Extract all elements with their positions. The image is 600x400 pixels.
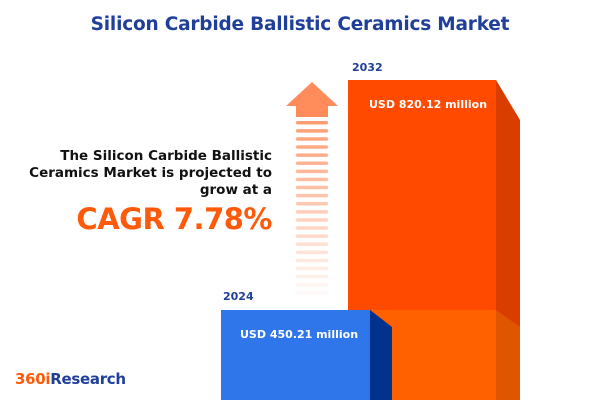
arrow-stripe [296, 234, 328, 238]
arrow-stripe [296, 121, 328, 125]
data-label-2032: USD 820.12 million [369, 98, 488, 111]
logo: 360iResearch [15, 370, 126, 388]
bar-2024-side [370, 310, 392, 400]
arrow-stripe [296, 153, 328, 157]
bar-2024 [221, 310, 370, 400]
arrow-stripe [296, 137, 328, 141]
arrow-stripe [296, 169, 328, 174]
arrow-stripe [296, 226, 328, 230]
arrow-stripe [296, 210, 328, 214]
arrow-stripe [296, 145, 328, 149]
data-label-2024: USD 450.21 million [240, 328, 359, 341]
arrow-stripe [296, 161, 328, 165]
arrow-stripe [296, 202, 328, 206]
arrow-stripe [296, 291, 328, 295]
bar-2032-lower-side [496, 310, 520, 400]
arrow-stripe [296, 266, 328, 271]
year-label-2024: 2024 [223, 290, 254, 303]
arrow-stripe [296, 283, 328, 287]
arrow-stripe [296, 193, 328, 198]
arrow-stripe [296, 129, 328, 133]
arrow-stripe [296, 258, 328, 263]
arrow-stripe [296, 177, 328, 182]
arrow-stripe [296, 218, 328, 222]
arrow-stripe [296, 274, 328, 279]
year-label-2032: 2032 [352, 61, 383, 74]
arrow-stripe [296, 185, 328, 190]
cagr-value: CAGR 7.78% [76, 202, 272, 236]
arrow-stripe [296, 250, 328, 255]
cagr-description: The Silicon Carbide Ballistic Ceramics M… [29, 148, 272, 198]
growth-arrow-icon [286, 82, 338, 117]
arrow-stripe [296, 242, 328, 246]
chart-title: Silicon Carbide Ballistic Ceramics Marke… [90, 14, 510, 35]
